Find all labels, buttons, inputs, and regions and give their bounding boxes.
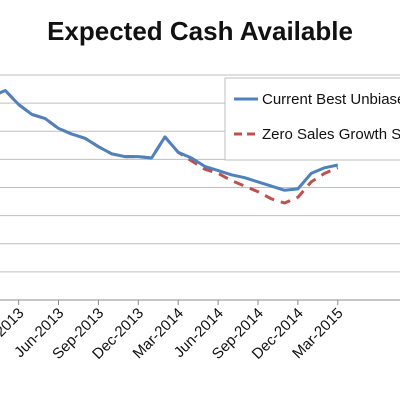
legend-label-series-1: Current Best Unbiased [262,91,400,108]
chart-title: Expected Cash Available [47,16,353,46]
legend: Current Best Unbiased Zero Sales Growth … [224,77,400,161]
series-line-1 [0,89,339,192]
series-layer [0,89,339,205]
x-axis: Mar-2013Jun-2013Sep-2013Dec-2013Mar-2014… [0,299,400,363]
legend-label-series-2: Zero Sales Growth S [262,126,400,143]
legend-box [224,77,400,161]
